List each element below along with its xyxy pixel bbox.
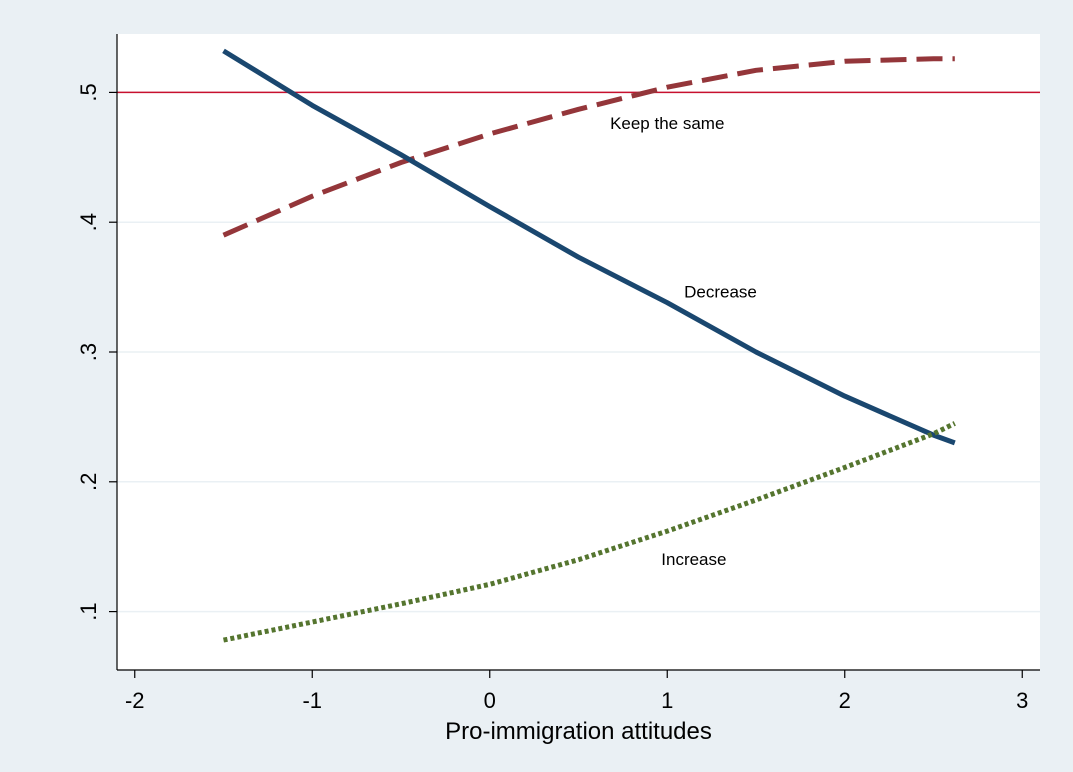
x-tick-label: 3 — [1016, 688, 1028, 713]
series-annotation: Keep the same — [610, 114, 724, 133]
series-annotation: Increase — [661, 550, 726, 569]
series-line-decrease — [222, 48, 956, 446]
x-axis-title: Pro-immigration attitudes — [445, 718, 712, 745]
y-tick-label: .2 — [76, 473, 101, 491]
y-tick-label: .5 — [76, 83, 101, 101]
x-tick-label: -1 — [302, 688, 322, 713]
grid-lines — [117, 91, 1040, 613]
x-tick-label: 0 — [484, 688, 496, 713]
y-tick-label: .4 — [76, 213, 101, 231]
x-tick-label: 1 — [661, 688, 673, 713]
series-lines — [222, 48, 956, 643]
series-annotations: Keep the same Decrease Increase — [610, 114, 757, 569]
series-line-increase — [223, 421, 956, 643]
x-tick-label: -2 — [125, 688, 145, 713]
series-line-keep-the-same — [222, 56, 955, 238]
series-annotation: Decrease — [684, 282, 757, 301]
axis-ticks: .1 .2 .3 .4 .5 -2 -1 0 1 2 3 — [76, 83, 1028, 713]
y-tick-label: .1 — [76, 602, 101, 620]
x-tick-label: 2 — [839, 688, 851, 713]
y-tick-label: .3 — [76, 343, 101, 361]
